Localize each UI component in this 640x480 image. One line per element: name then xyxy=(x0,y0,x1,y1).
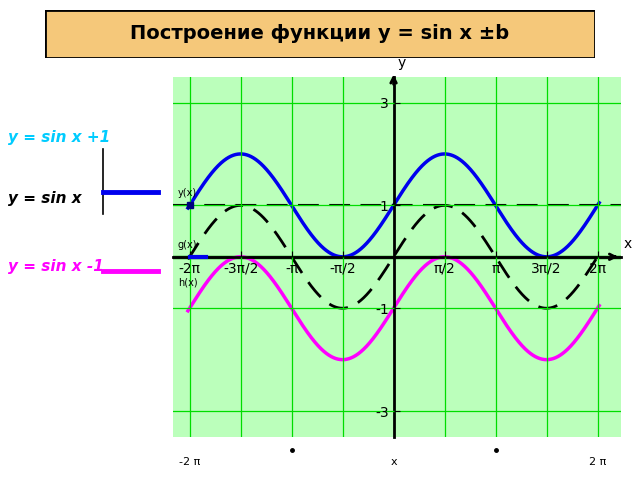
Text: x: x xyxy=(623,237,632,251)
FancyBboxPatch shape xyxy=(45,10,595,58)
Text: 2 π: 2 π xyxy=(589,457,606,468)
Text: -2 π: -2 π xyxy=(179,457,200,468)
Text: y = sin x: y = sin x xyxy=(8,191,82,206)
Text: y(x): y(x) xyxy=(178,188,196,198)
Text: x: x xyxy=(390,457,397,468)
Text: g(x): g(x) xyxy=(178,240,197,250)
Text: Построение функции y = sin x ±b: Построение функции y = sin x ±b xyxy=(131,24,509,43)
Text: y: y xyxy=(397,56,406,70)
Text: y = sin x -1: y = sin x -1 xyxy=(8,259,104,274)
Text: h(x): h(x) xyxy=(178,277,197,287)
Text: y = sin x +1: y = sin x +1 xyxy=(8,130,111,144)
